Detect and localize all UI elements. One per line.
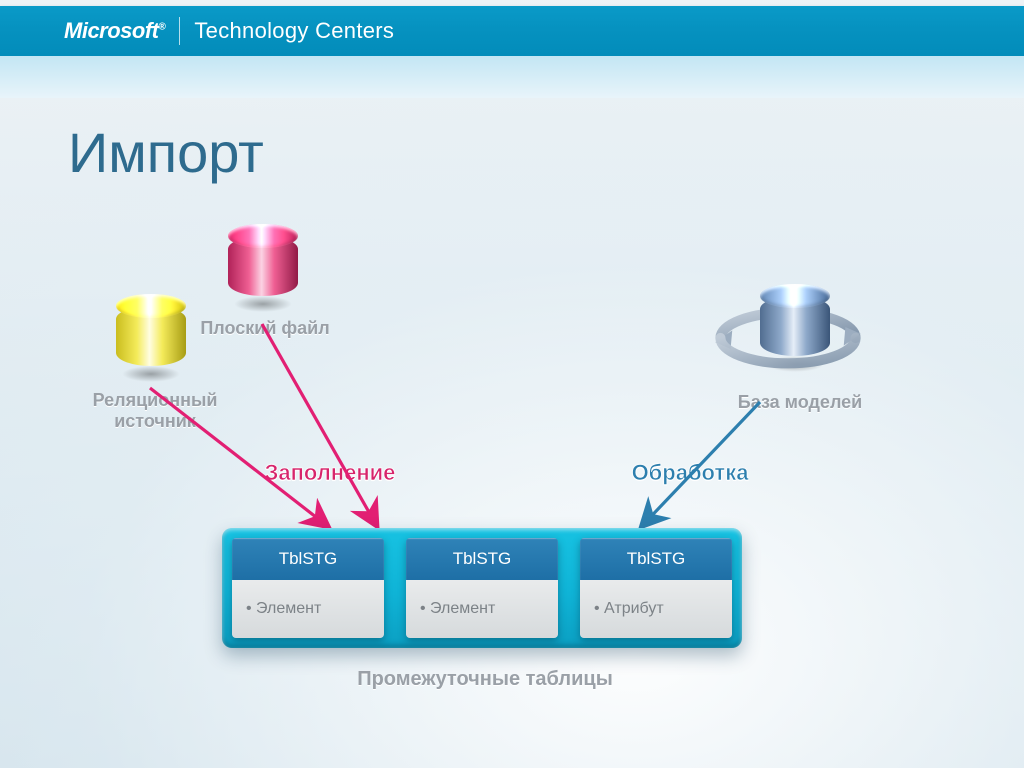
staging-head-0: TblSTG — [232, 538, 384, 580]
label-relational: Реляционный источник — [60, 390, 250, 431]
cylinder-relational-icon — [116, 306, 186, 366]
slide-title: Импорт — [68, 120, 264, 185]
brand-block: Microsoft® Technology Centers — [64, 6, 394, 56]
ring-front-icon — [688, 300, 888, 376]
brand-suffix: Technology Centers — [194, 18, 394, 44]
staging-body-1: • Элемент — [406, 580, 558, 638]
staging-head-2: TblSTG — [580, 538, 732, 580]
staging-caption: Промежуточные таблицы — [320, 668, 650, 691]
label-fill: Заполнение — [230, 460, 430, 485]
staging-col-2: TblSTG • Атрибут — [580, 538, 732, 638]
cylinder-flatfile-icon — [228, 236, 298, 296]
brand-trademark: ® — [159, 22, 166, 33]
label-compute: Обработка — [590, 460, 790, 485]
staging-head-1: TblSTG — [406, 538, 558, 580]
staging-group: TblSTG • Элемент TblSTG • Элемент TblSTG… — [222, 528, 742, 648]
header-bar: Microsoft® Technology Centers — [0, 6, 1024, 56]
staging-body-2: • Атрибут — [580, 580, 732, 638]
label-flatfile: Плоский файл — [180, 318, 350, 339]
staging-body-0: • Элемент — [232, 580, 384, 638]
brand-name: Microsoft® — [64, 18, 165, 44]
brand-separator — [179, 17, 180, 45]
staging-col-1: TblSTG • Элемент — [406, 538, 558, 638]
label-modelbase: База моделей — [700, 392, 900, 413]
header-accent — [0, 56, 1024, 98]
arrows-layer — [0, 0, 1024, 768]
staging-col-0: TblSTG • Элемент — [232, 538, 384, 638]
brand-text: Microsoft — [64, 18, 159, 43]
